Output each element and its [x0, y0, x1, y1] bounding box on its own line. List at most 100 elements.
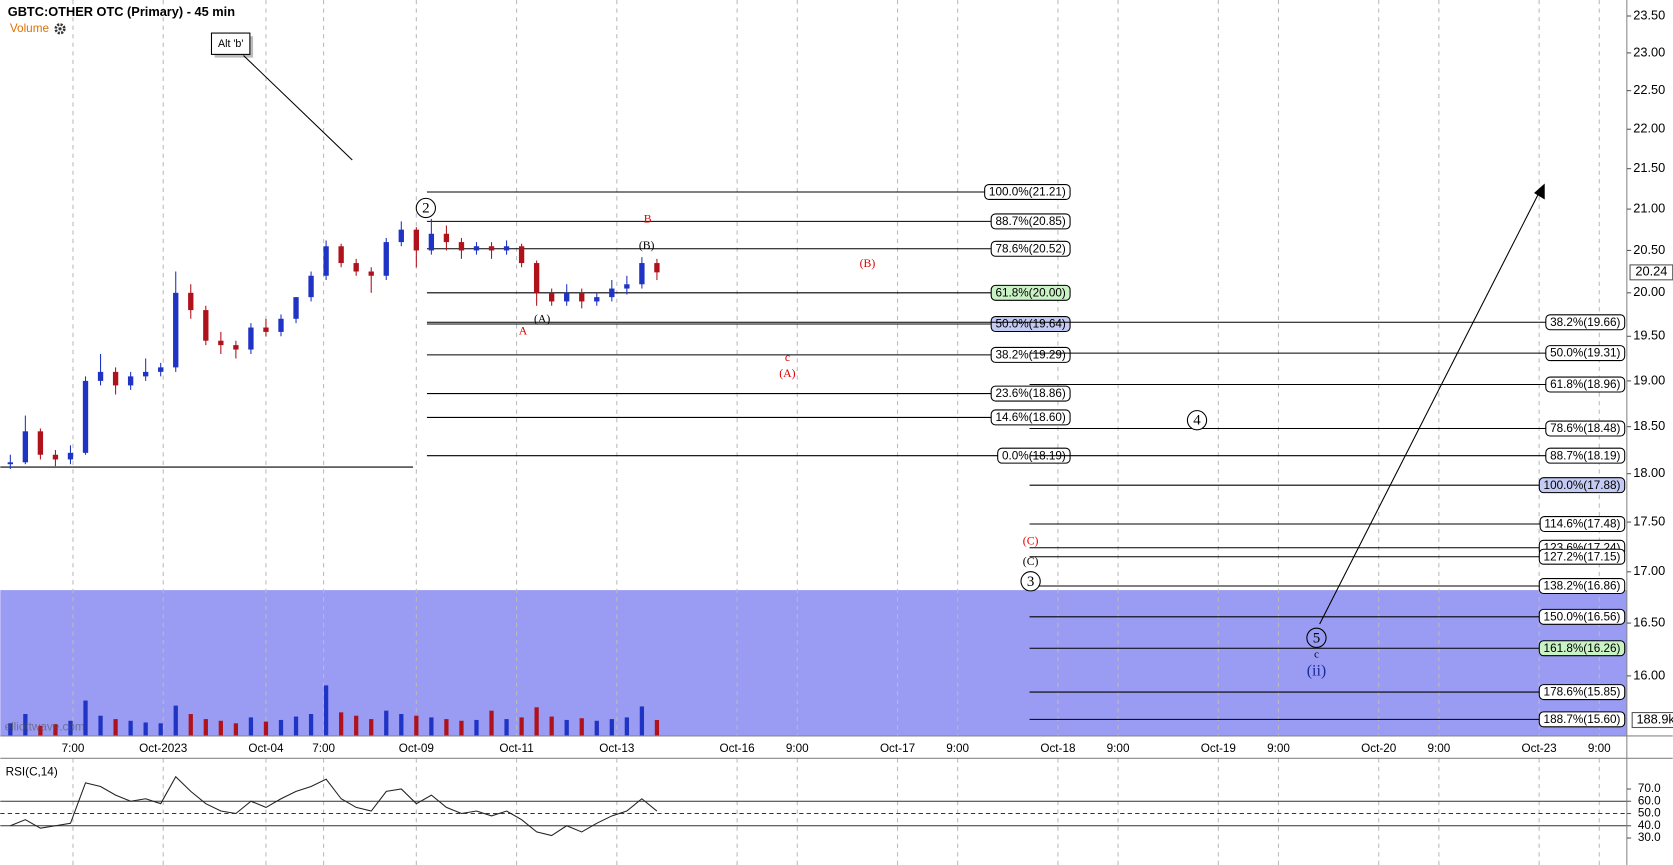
volume-bar — [474, 719, 479, 736]
current-volume-box — [1631, 712, 1673, 729]
wave-label: (A) — [779, 367, 795, 380]
candle-body — [7, 462, 13, 465]
fib-label-box — [1538, 640, 1626, 657]
wave-circle — [1186, 410, 1208, 431]
volume-bar — [278, 719, 284, 736]
fib-label-box — [990, 213, 1071, 230]
legend-volume: Volume — [10, 22, 49, 35]
x-tick-label: Oct-16 — [720, 742, 755, 755]
candle-body — [67, 452, 74, 460]
volume-bar — [519, 717, 524, 736]
x-tick-label: Oct-19 — [1201, 742, 1236, 755]
candle-body — [127, 376, 134, 386]
fib-label-box — [1539, 516, 1626, 533]
candle-body — [173, 292, 179, 368]
fib-label: 100.0%(17.88) — [1544, 479, 1621, 492]
volume-bar — [188, 714, 193, 736]
volume-bar — [459, 720, 464, 736]
volume-bar — [8, 723, 13, 736]
volume-bar — [399, 714, 404, 736]
x-tick-label: Oct-04 — [248, 742, 284, 755]
candle-body — [37, 431, 44, 455]
wave-label: (ii) — [1307, 663, 1327, 680]
volume-bar — [624, 717, 629, 736]
fib-label: 178.6%(15.85) — [1544, 686, 1621, 699]
candle-body — [564, 292, 570, 302]
candle-body — [488, 246, 495, 251]
volume-bar — [639, 706, 645, 736]
fib-label: 50.0%(19.31) — [1550, 347, 1620, 360]
current-price: 20.24 — [1635, 264, 1667, 279]
candle-body — [323, 246, 329, 276]
volume-bar — [263, 721, 269, 736]
fib-label: 78.6%(18.48) — [1550, 422, 1620, 435]
fib-label-box — [1538, 711, 1626, 728]
x-tick-label: Oct-17 — [880, 742, 915, 755]
y-tick-label: 23.50 — [1633, 7, 1665, 22]
watermark: elliottwave.com — [5, 721, 85, 734]
volume-bar — [444, 719, 449, 736]
x-tick-label: 9:00 — [1427, 742, 1450, 755]
fib-label: 88.7%(20.85) — [995, 215, 1065, 228]
volume-bar — [549, 716, 554, 736]
candle-body — [518, 246, 525, 264]
fib-label-box — [1545, 447, 1626, 464]
y-tick-label: 19.00 — [1633, 372, 1665, 387]
chart-title: GBTC:OTHER OTC (Primary) - 45 min — [8, 4, 235, 19]
fib-label-box — [1538, 578, 1626, 595]
y-tick-label: 18.50 — [1633, 418, 1665, 433]
candle-body — [458, 242, 465, 251]
wave-label: (C) — [1023, 535, 1039, 548]
fib-label-box — [1538, 477, 1626, 494]
candle-body — [52, 454, 59, 460]
x-tick-label: Oct-09 — [399, 742, 434, 755]
x-tick-label: 9:00 — [1107, 742, 1130, 755]
volume-bar — [128, 720, 133, 736]
candle-body — [97, 371, 104, 381]
wave-circle — [1020, 571, 1041, 592]
settings-icon[interactable] — [54, 23, 66, 35]
y-tick-label: 22.50 — [1633, 82, 1665, 97]
y-tick-label: 23.00 — [1633, 44, 1665, 59]
fib-label-box — [990, 346, 1071, 363]
volume-bar — [248, 717, 254, 736]
volume-bar — [113, 719, 118, 736]
fib-label: 127.2%(17.15) — [1544, 550, 1621, 563]
candle-body — [413, 229, 419, 251]
fib-label-box — [1538, 608, 1626, 625]
fib-label-box — [990, 284, 1071, 301]
rsi-tick-label: 30.0 — [1638, 831, 1661, 844]
rsi-tick-label: 70.0 — [1638, 782, 1661, 795]
candle-body — [203, 310, 209, 341]
wave-circle — [1306, 627, 1327, 648]
wave-label: c — [1314, 649, 1319, 660]
fib-label-box — [1545, 376, 1626, 393]
fib-label-box — [990, 240, 1071, 257]
candle-body — [188, 292, 194, 311]
wave-label: 2 — [422, 200, 429, 216]
fib-label-box — [1545, 314, 1626, 331]
candle-body — [233, 345, 239, 350]
x-tick-label: Oct-23 — [1522, 742, 1557, 755]
wave-circle — [415, 197, 436, 219]
y-tick-label: 20.50 — [1633, 242, 1665, 257]
candle-body — [549, 292, 555, 302]
fib-label: 38.2%(19.29) — [995, 349, 1065, 362]
x-tick-label: 7:00 — [62, 742, 85, 755]
wave-label: 4 — [1193, 413, 1201, 429]
candle-body — [428, 233, 435, 251]
x-tick-label: 9:00 — [786, 742, 809, 755]
volume-bar — [68, 720, 73, 736]
candle-body — [533, 263, 540, 293]
volume-bar — [339, 712, 344, 736]
fib-label: 88.7%(18.19) — [1550, 449, 1620, 462]
candle-body — [218, 340, 224, 346]
x-tick-label: Oct-11 — [499, 742, 533, 755]
volume-bar — [218, 720, 223, 736]
y-tick-label: 16.50 — [1633, 614, 1665, 629]
x-tick-label: Oct-2023 — [139, 742, 187, 755]
volume-bar — [83, 700, 88, 736]
candle-body — [82, 380, 89, 453]
fib-label: 14.6%(18.60) — [995, 411, 1065, 424]
candle-body — [503, 246, 510, 251]
